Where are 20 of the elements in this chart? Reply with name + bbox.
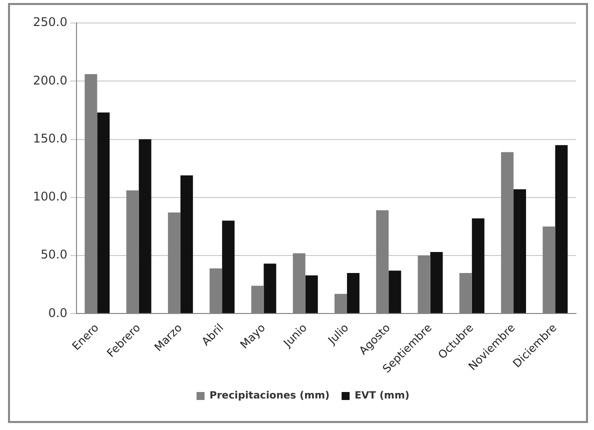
bar	[222, 220, 235, 314]
bar	[346, 272, 360, 314]
bar	[180, 175, 193, 314]
legend-label: EVT (mm)	[354, 390, 410, 402]
y-tick-label: 0.0	[48, 306, 68, 320]
bar	[472, 218, 484, 314]
legend-label: Precipitaciones (mm)	[210, 390, 330, 402]
y-tick-label: 250.0	[32, 15, 68, 30]
bar	[138, 139, 152, 314]
bar	[430, 252, 443, 314]
y-tick-label: 100.0	[32, 190, 68, 204]
y-tick-label: 150.0	[32, 131, 68, 146]
bar	[555, 145, 568, 314]
bar	[388, 270, 402, 314]
y-tick-label: 200.0	[32, 73, 68, 88]
y-tick-label: 50.0	[40, 248, 68, 262]
bar	[514, 189, 526, 314]
bar	[305, 275, 318, 314]
bar	[97, 112, 110, 314]
bar	[264, 264, 276, 314]
